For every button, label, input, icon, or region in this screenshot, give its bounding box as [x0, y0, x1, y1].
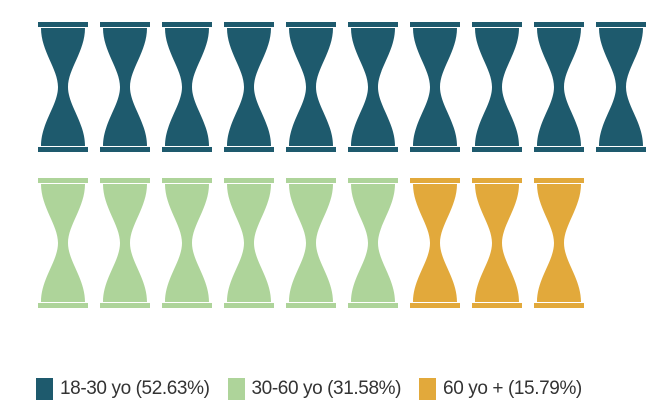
hourglass-icon [162, 22, 212, 152]
hourglass-body [165, 184, 209, 302]
hourglass-top-bar [38, 178, 88, 183]
hourglass-top-bar [162, 178, 212, 183]
hourglass-top-bar [596, 22, 646, 27]
hourglass-icon [224, 178, 274, 308]
hourglass-top-bar [38, 22, 88, 27]
hourglass-bottom-bar [534, 303, 584, 308]
hourglass-body [289, 28, 333, 146]
hourglass-body [413, 184, 457, 302]
hourglass-top-bar [472, 178, 522, 183]
hourglass-icon [286, 178, 336, 308]
hourglass-body [351, 184, 395, 302]
hourglass-icon [100, 178, 150, 308]
legend-item-18-30: 18-30 yo (52.63%) [36, 378, 210, 400]
hourglass-top-bar [472, 22, 522, 27]
hourglass-bottom-bar [38, 303, 88, 308]
hourglass-top-bar [410, 22, 460, 27]
hourglass-icon [534, 178, 584, 308]
hourglass-top-bar [100, 178, 150, 183]
hourglass-icon [348, 178, 398, 308]
hourglass-body [351, 28, 395, 146]
hourglass-bottom-bar [534, 147, 584, 152]
legend-item-30-60: 30-60 yo (31.58%) [227, 378, 402, 400]
hourglass-bottom-bar [162, 147, 212, 152]
hourglass-body [599, 28, 643, 146]
hourglass-body [41, 184, 85, 302]
hourglass-body [165, 28, 209, 146]
legend-label-30-60: 30-60 yo (31.58%) [251, 378, 402, 399]
hourglass-icon [410, 178, 460, 308]
hourglass-bottom-bar [410, 147, 460, 152]
hourglass-body [103, 28, 147, 146]
hourglass-icon [224, 22, 274, 152]
hourglass-body [289, 184, 333, 302]
hourglass-top-bar [286, 22, 336, 27]
hourglass-body [227, 28, 271, 146]
hourglass-icon [100, 22, 150, 152]
hourglass-icon [38, 22, 88, 152]
hourglass-icon [348, 22, 398, 152]
hourglass-bottom-bar [100, 303, 150, 308]
hourglass-bottom-bar [348, 303, 398, 308]
legend-item-60-plus: 60 yo + (15.79%) [419, 378, 582, 400]
hourglass-bottom-bar [224, 147, 274, 152]
hourglass-top-bar [534, 22, 584, 27]
hourglass-bottom-bar [100, 147, 150, 152]
hourglass-body [41, 28, 85, 146]
hourglass-body [227, 184, 271, 302]
hourglass-icon [472, 22, 522, 152]
hourglass-bottom-bar [162, 303, 212, 308]
hourglass-top-bar [162, 22, 212, 27]
hourglass-top-bar [224, 178, 274, 183]
hourglass-bottom-bar [348, 147, 398, 152]
hourglass-top-bar [348, 178, 398, 183]
hourglass-icon [596, 22, 646, 152]
hourglass-body [475, 184, 519, 302]
hourglass-bottom-bar [38, 147, 88, 152]
hourglass-top-bar [410, 178, 460, 183]
legend-swatch-60-plus [419, 378, 437, 400]
hourglass-bottom-bar [596, 147, 646, 152]
hourglass-body [413, 28, 457, 146]
hourglass-top-bar [100, 22, 150, 27]
hourglass-top-bar [348, 22, 398, 27]
hourglass-icon [534, 22, 584, 152]
hourglass-bottom-bar [472, 147, 522, 152]
legend-label-18-30: 18-30 yo (52.63%) [60, 378, 210, 399]
hourglass-top-bar [286, 178, 336, 183]
hourglass-icon [410, 22, 460, 152]
hourglass-body [103, 184, 147, 302]
hourglass-top-bar [534, 178, 584, 183]
legend-label-60-plus: 60 yo + (15.79%) [443, 378, 582, 399]
hourglass-bottom-bar [286, 147, 336, 152]
hourglass-body [475, 28, 519, 146]
hourglass-icon [38, 178, 88, 308]
hourglass-top-bar [224, 22, 274, 27]
hourglass-icon [162, 178, 212, 308]
hourglass-icon [286, 22, 336, 152]
hourglass-bottom-bar [410, 303, 460, 308]
hourglass-body [537, 28, 581, 146]
hourglass-bottom-bar [472, 303, 522, 308]
hourglass-bottom-bar [286, 303, 336, 308]
hourglass-grid [38, 22, 646, 308]
legend: 18-30 yo (52.63%) 30-60 yo (31.58%) 60 y… [0, 372, 657, 406]
hourglass-body [537, 184, 581, 302]
legend-swatch-18-30 [36, 378, 53, 400]
hourglass-icon [472, 178, 522, 308]
legend-swatch-30-60 [227, 378, 245, 400]
hourglass-bottom-bar [224, 303, 274, 308]
